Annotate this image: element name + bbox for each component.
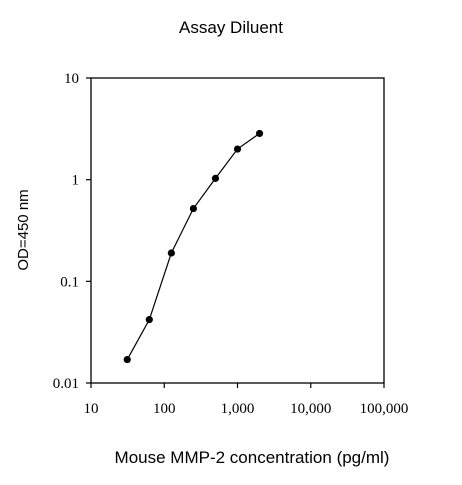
data-series	[123, 129, 264, 364]
data-point	[255, 129, 264, 138]
x-axis-label: Mouse MMP-2 concentration (pg/ml)	[115, 448, 390, 467]
y-tick-label: 10	[64, 71, 79, 87]
x-tick-label: 10,000	[290, 401, 331, 417]
data-point	[211, 174, 220, 182]
y-tick-label: 1	[72, 173, 80, 189]
x-tick-label: 100,000	[360, 401, 409, 417]
y-tick-label: 0.01	[53, 376, 79, 392]
x-tick-label: 100	[153, 401, 176, 417]
y-axis-ticks: 0.01 0.1 1 10	[53, 71, 91, 392]
x-axis-ticks: 10 100 1,000 10,000 100,000	[84, 383, 409, 417]
y-tick-label: 0.1	[60, 274, 79, 290]
y-axis-label-group: OD=450 nm	[15, 189, 32, 270]
y-axis-label: OD=450 nm	[15, 189, 32, 270]
data-point	[189, 204, 197, 213]
plot-area-frame	[90, 77, 385, 384]
chart-title: Assay Diluent	[179, 18, 283, 37]
data-point	[167, 249, 175, 257]
series-line	[126, 132, 260, 360]
data-point	[145, 316, 153, 324]
data-point	[123, 355, 131, 364]
data-point	[233, 145, 242, 153]
x-tick-label: 1,000	[221, 401, 255, 417]
x-tick-label: 10	[84, 401, 99, 417]
